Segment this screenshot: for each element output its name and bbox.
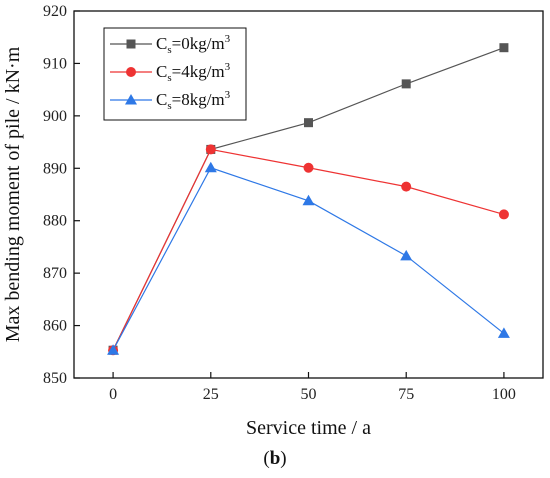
legend-label: Cs=0kg/m3 (156, 33, 231, 56)
data-point-triangle (204, 161, 217, 173)
legend-label-part: s (167, 100, 171, 112)
legend-label-part: C (156, 34, 167, 53)
legend-label-part: =4kg/m (172, 62, 225, 81)
legend-label: Cs=4kg/m3 (156, 61, 231, 84)
legend-label-part: C (156, 90, 167, 109)
data-point-triangle (302, 194, 315, 206)
legend-label-part: s (167, 44, 171, 56)
panel-label: (b) (263, 448, 287, 469)
data-point-triangle (125, 94, 137, 105)
y-tick-label: 910 (43, 55, 67, 72)
x-axis-title: Service time / a (246, 417, 371, 439)
y-tick-label: 900 (43, 108, 67, 125)
x-tick-label: 0 (109, 386, 117, 403)
data-point-circle (498, 209, 509, 220)
legend-label-part: 3 (225, 33, 231, 45)
x-tick-label: 100 (492, 386, 516, 403)
data-point-circle (303, 162, 314, 173)
legend-label-part: s (167, 72, 171, 84)
data-point-triangle (107, 344, 120, 355)
data-point-square (304, 118, 313, 128)
y-tick-label: 860 (43, 318, 67, 335)
series-2 (107, 161, 510, 355)
series-1 (108, 144, 509, 356)
legend-label-part: =8kg/m (172, 90, 225, 109)
x-tick-label: 75 (398, 386, 414, 403)
legend-label-part: 3 (225, 61, 231, 73)
data-point-square (499, 43, 509, 53)
y-tick-label: 850 (43, 370, 67, 387)
data-point-square (126, 39, 136, 49)
y-axis-title: Max bending moment of pile / kN·m (2, 46, 24, 342)
data-point-triangle (400, 249, 413, 261)
y-tick-label: 880 (43, 213, 67, 230)
data-point-circle (126, 67, 136, 77)
series-line (112, 148, 505, 351)
y-tick-label: 870 (43, 265, 67, 282)
legend-label-part: C (156, 62, 167, 81)
x-tick-label: 50 (301, 386, 317, 403)
legend-label-part: 3 (225, 89, 231, 101)
data-point-circle (205, 144, 216, 155)
y-tick-label: 920 (43, 3, 67, 20)
legend-label-part: =0kg/m (172, 34, 225, 53)
x-tick-label: 25 (203, 386, 219, 403)
data-point-circle (401, 181, 412, 192)
data-point-square (401, 79, 411, 89)
data-point-triangle (497, 327, 510, 338)
y-tick-label: 890 (43, 160, 67, 177)
legend-label: Cs=8kg/m3 (156, 89, 231, 112)
